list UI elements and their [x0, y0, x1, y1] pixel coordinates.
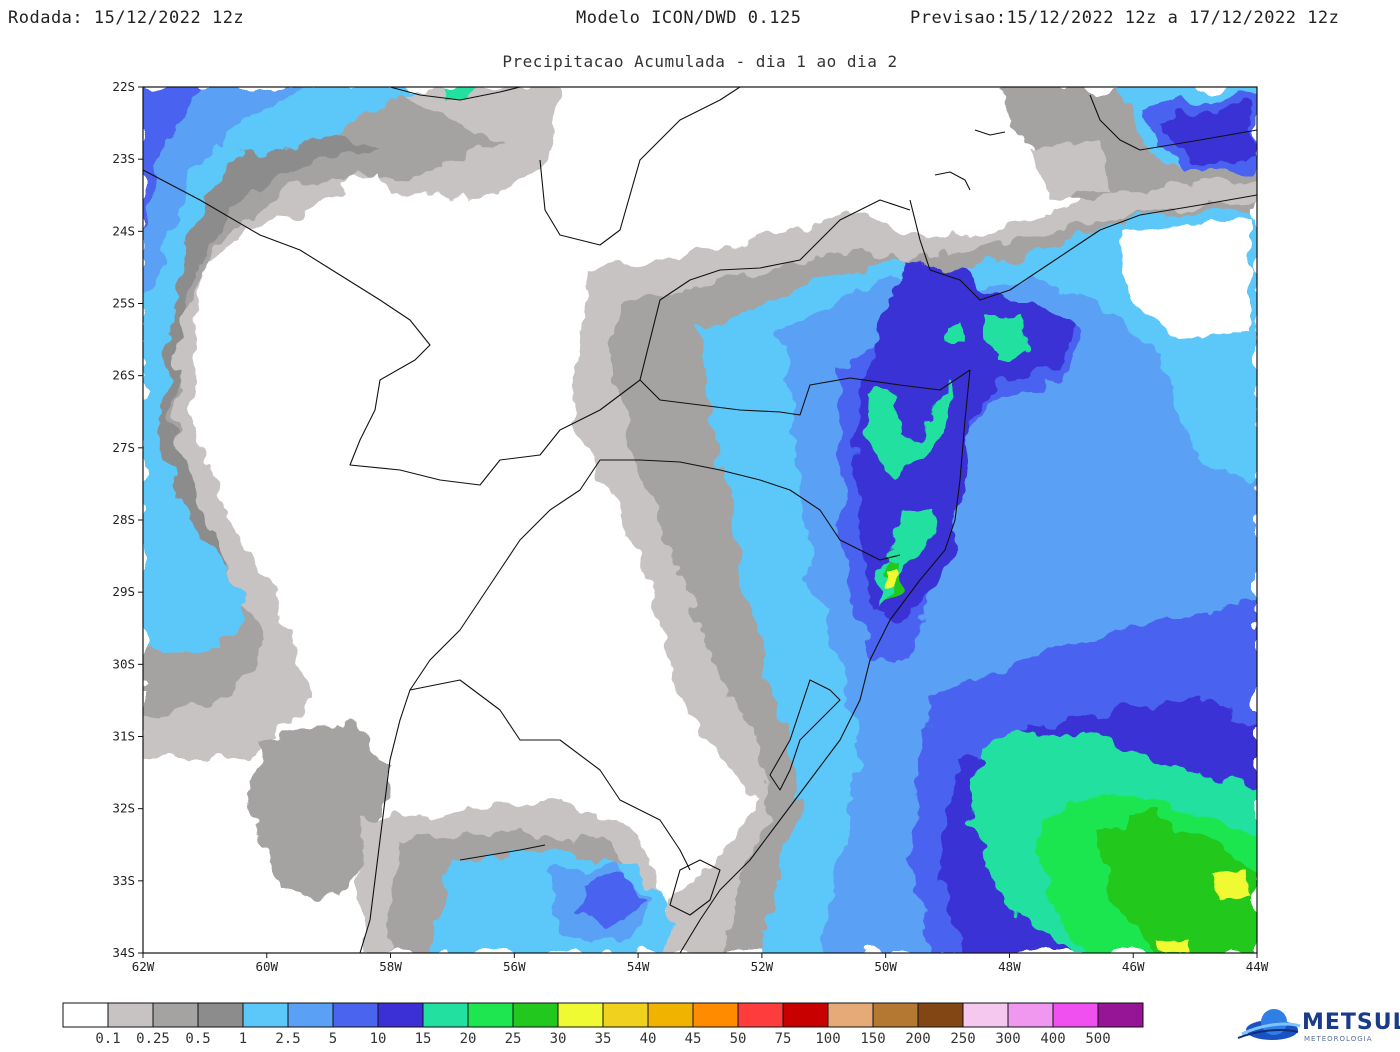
colorbar-swatch — [332, 1002, 379, 1028]
colorbar-swatch — [1097, 1002, 1144, 1028]
colorbar-threshold-label: 75 — [774, 1031, 792, 1047]
map-subtitle: Precipitacao Acumulada - dia 1 ao dia 2 — [502, 52, 898, 71]
lon-tick-label: 48W — [998, 959, 1021, 974]
lat-tick-label: 30S — [112, 656, 135, 671]
colorbar-swatch — [962, 1002, 1009, 1028]
lon-tick-label: 62W — [132, 959, 155, 974]
lon-tick-label: 44W — [1246, 959, 1269, 974]
lat-tick-label: 25S — [112, 296, 135, 311]
colorbar-threshold-label: 5 — [328, 1031, 338, 1047]
colorbar-swatch — [197, 1002, 244, 1028]
colorbar-threshold-label: 400 — [1040, 1031, 1066, 1047]
colorbar-swatch — [287, 1002, 334, 1028]
lat-tick-label: 24S — [112, 223, 135, 238]
colorbar-swatch — [917, 1002, 964, 1028]
lon-tick-label: 56W — [503, 959, 526, 974]
logo-subtitle: METEOROLOGIA — [1304, 1035, 1373, 1043]
lat-tick-label: 22S — [112, 79, 135, 94]
latitude-axis: 22S 23S 24S 25S 26S 27S 28S 29S 30S 31S 32S 33S 34S — [112, 79, 143, 960]
lon-tick-label: 52W — [751, 959, 774, 974]
lat-tick-label: 31S — [112, 729, 135, 744]
forecast-label: Previsao:15/12/2022 12z a 17/12/2022 12z — [910, 8, 1340, 28]
colorbar-swatch — [422, 1002, 469, 1028]
colorbar-threshold-label: 15 — [414, 1031, 432, 1047]
colorbar-swatch — [827, 1002, 874, 1028]
colorbar-swatch — [872, 1002, 919, 1028]
colorbar-threshold-label: 45 — [684, 1031, 702, 1047]
lat-tick-label: 27S — [112, 440, 135, 455]
lon-tick-label: 54W — [627, 959, 650, 974]
colorbar-swatch — [62, 1002, 109, 1028]
colorbar-threshold-label: 200 — [905, 1031, 931, 1047]
colorbar-swatch — [1052, 1002, 1099, 1028]
colorbar — [62, 1002, 1144, 1028]
colorbar-swatch — [467, 1002, 514, 1028]
colorbar-swatch — [1007, 1002, 1054, 1028]
colorbar-swatch — [647, 1002, 694, 1028]
colorbar-swatch — [152, 1002, 199, 1028]
colorbar-swatch — [737, 1002, 784, 1028]
colorbar-threshold-label: 100 — [815, 1031, 841, 1047]
lon-tick-label: 58W — [379, 959, 402, 974]
colorbar-swatch — [692, 1002, 739, 1028]
colorbar-swatch — [602, 1002, 649, 1028]
colorbar-threshold-label: 0.1 — [95, 1031, 121, 1047]
colorbar-swatch — [242, 1002, 289, 1028]
lat-tick-label: 32S — [112, 801, 135, 816]
colorbar-threshold-label: 0.25 — [136, 1031, 170, 1047]
colorbar-swatch — [557, 1002, 604, 1028]
lon-tick-label: 60W — [255, 959, 278, 974]
colorbar-threshold-label: 20 — [459, 1031, 477, 1047]
run-label: Rodada: 15/12/2022 12z — [8, 8, 245, 28]
model-label: Modelo ICON/DWD 0.125 — [576, 8, 802, 28]
colorbar-threshold-label: 1 — [238, 1031, 248, 1047]
colorbar-swatch — [107, 1002, 154, 1028]
logo-name: METSUL — [1302, 1010, 1400, 1035]
lon-tick-label: 46W — [1122, 959, 1145, 974]
colorbar-threshold-label: 250 — [950, 1031, 976, 1047]
lat-tick-label: 33S — [112, 873, 135, 888]
lat-tick-label: 28S — [112, 512, 135, 527]
colorbar-threshold-label: 40 — [639, 1031, 657, 1047]
colorbar-threshold-label: 150 — [860, 1031, 886, 1047]
globe-icon — [1237, 1009, 1301, 1040]
colorbar-swatch — [782, 1002, 829, 1028]
colorbar-swatch — [377, 1002, 424, 1028]
lat-tick-label: 26S — [112, 368, 135, 383]
colorbar-threshold-label: 300 — [995, 1031, 1021, 1047]
colorbar-threshold-label: 25 — [504, 1031, 522, 1047]
colorbar-threshold-label: 2.5 — [275, 1031, 301, 1047]
lat-tick-label: 34S — [112, 945, 135, 960]
colorbar-swatch — [512, 1002, 559, 1028]
border-lines — [142, 86, 1258, 954]
lat-tick-label: 29S — [112, 584, 135, 599]
lat-tick-label: 23S — [112, 151, 135, 166]
precipitation-field — [143, 87, 1257, 953]
lon-tick-label: 50W — [874, 959, 897, 974]
metsul-logo: METSUL METEOROLOGIA — [1232, 1004, 1400, 1048]
longitude-axis: 62W 60W 58W 56W 54W 52W 50W 48W 46W 44W — [132, 953, 1269, 974]
colorbar-threshold-label: 30 — [549, 1031, 567, 1047]
colorbar-threshold-label: 50 — [729, 1031, 747, 1047]
colorbar-threshold-label: 500 — [1085, 1031, 1111, 1047]
colorbar-threshold-label: 0.5 — [185, 1031, 211, 1047]
colorbar-threshold-label: 10 — [369, 1031, 387, 1047]
colorbar-threshold-label: 35 — [594, 1031, 612, 1047]
